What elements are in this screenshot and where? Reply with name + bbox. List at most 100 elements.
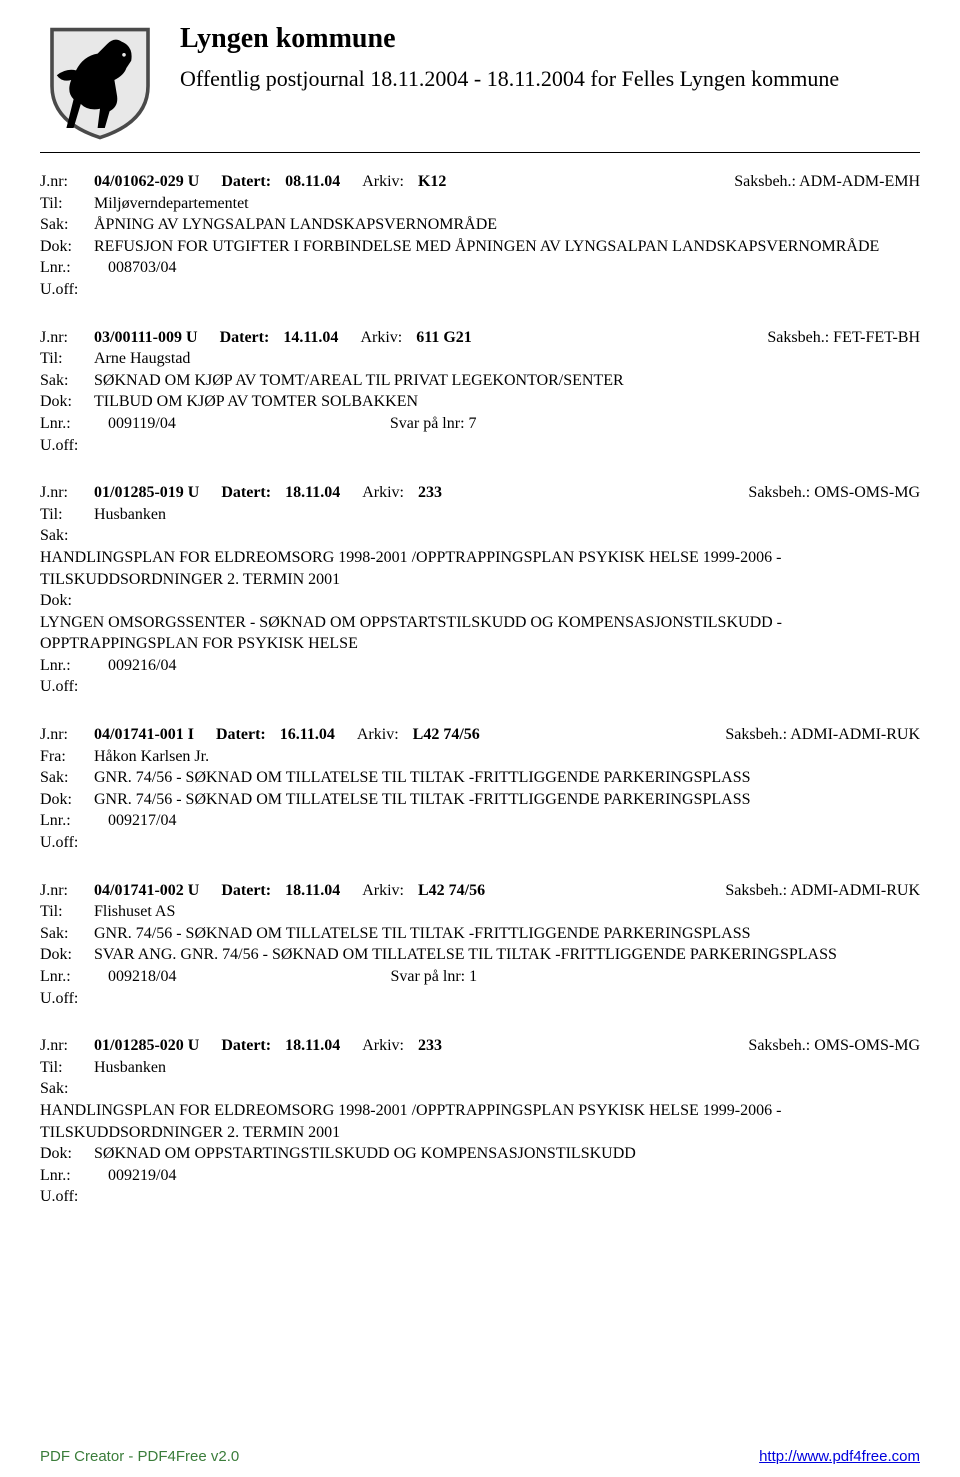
shield-horse-icon [40, 20, 160, 140]
saksbeh: Saksbeh.: FET-FET-BH [767, 327, 920, 349]
datert-label: Datert: [221, 482, 271, 504]
lnr-label: Lnr.: [40, 257, 94, 279]
uoff-value [94, 435, 920, 457]
journal-entry: J.nr: 04/01062-029 U Datert: 08.11.04 Ar… [40, 171, 920, 301]
arkiv-label: Arkiv: [360, 327, 402, 349]
dok-label: Dok: [40, 789, 94, 811]
dok-value: SVAR ANG. GNR. 74/56 - SØKNAD OM TILLATE… [94, 944, 920, 966]
party-value: Husbanken [94, 504, 920, 526]
svar-text: Svar på lnr: 1 [390, 966, 477, 988]
jnr-label: J.nr: [40, 327, 94, 349]
datert-value: 08.11.04 [285, 171, 340, 193]
jnr-value: 01/01285-020 U [94, 1035, 199, 1057]
sak-value: SØKNAD OM KJØP AV TOMT/AREAL TIL PRIVAT … [94, 370, 920, 392]
journal-entry: J.nr: 04/01741-002 U Datert: 18.11.04 Ar… [40, 880, 920, 1010]
party-label: Til: [40, 901, 94, 923]
datert-label: Datert: [220, 327, 270, 349]
jnr-line: 03/00111-009 U Datert: 14.11.04 Arkiv: 6… [94, 327, 920, 349]
party-label: Til: [40, 1057, 94, 1079]
party-value: Håkon Karlsen Jr. [94, 746, 920, 768]
journal-entry: J.nr: 03/00111-009 U Datert: 14.11.04 Ar… [40, 327, 920, 457]
jnr-line: 04/01062-029 U Datert: 08.11.04 Arkiv: K… [94, 171, 920, 193]
jnr-line: 04/01741-001 I Datert: 16.11.04 Arkiv: L… [94, 724, 920, 746]
datert-label: Datert: [221, 880, 271, 902]
jnr-value: 04/01062-029 U [94, 171, 199, 193]
datert-value: 18.11.04 [285, 880, 340, 902]
jnr-label: J.nr: [40, 724, 94, 746]
lnr-label: Lnr.: [40, 655, 94, 677]
jnr-value: 04/01741-001 I [94, 724, 194, 746]
jnr-value: 03/00111-009 U [94, 327, 198, 349]
dok-value: GNR. 74/56 - SØKNAD OM TILLATELSE TIL TI… [94, 789, 920, 811]
jnr-label: J.nr: [40, 1035, 94, 1057]
uoff-label: U.off: [40, 676, 94, 698]
jnr-line: 01/01285-020 U Datert: 18.11.04 Arkiv: 2… [94, 1035, 920, 1057]
lnr-value: 009119/04 [108, 413, 176, 435]
lnr-label: Lnr.: [40, 413, 94, 435]
lnr-label: Lnr.: [40, 966, 94, 988]
arkiv-label: Arkiv: [357, 724, 399, 746]
arkiv-value: K12 [418, 171, 446, 193]
party-label: Til: [40, 193, 94, 215]
lnr-value: 009217/04 [108, 810, 176, 832]
dok-value: SØKNAD OM OPPSTARTINGSTILSKUDD OG KOMPEN… [94, 1143, 920, 1165]
uoff-label: U.off: [40, 988, 94, 1010]
party-value: Husbanken [94, 1057, 920, 1079]
party-label: Fra: [40, 746, 94, 768]
uoff-value [94, 1186, 920, 1208]
sak-label: Sak: [40, 214, 94, 236]
datert-value: 14.11.04 [283, 327, 338, 349]
sak-label: Sak: [40, 1078, 94, 1100]
datert-label: Datert: [221, 1035, 271, 1057]
dok-label: Dok: [40, 944, 94, 966]
uoff-label: U.off: [40, 1186, 94, 1208]
arkiv-value: 611 G21 [416, 327, 472, 349]
dok-label: Dok: [40, 391, 94, 413]
lnr-value: 009219/04 [108, 1165, 176, 1187]
jnr-label: J.nr: [40, 880, 94, 902]
arkiv-value: 233 [418, 1035, 442, 1057]
lnr-value: 008703/04 [108, 257, 176, 279]
header-divider [40, 152, 920, 153]
dok-value: TILBUD OM KJØP AV TOMTER SOLBAKKEN [94, 391, 920, 413]
lnr-label: Lnr.: [40, 1165, 94, 1187]
saksbeh: Saksbeh.: OMS-OMS-MG [748, 1035, 920, 1057]
arkiv-value: 233 [418, 482, 442, 504]
journal-entry: J.nr: 04/01741-001 I Datert: 16.11.04 Ar… [40, 724, 920, 854]
lnr-label: Lnr.: [40, 810, 94, 832]
saksbeh: Saksbeh.: ADM-ADM-EMH [734, 171, 920, 193]
datert-label: Datert: [216, 724, 266, 746]
saksbeh: Saksbeh.: OMS-OMS-MG [748, 482, 920, 504]
lnr-value: 009216/04 [108, 655, 176, 677]
jnr-label: J.nr: [40, 171, 94, 193]
journal-entries: J.nr: 04/01062-029 U Datert: 08.11.04 Ar… [40, 171, 920, 1208]
sak-label: Sak: [40, 767, 94, 789]
uoff-value [94, 832, 920, 854]
jnr-label: J.nr: [40, 482, 94, 504]
arkiv-label: Arkiv: [362, 880, 404, 902]
footer-link[interactable]: http://www.pdf4free.com [759, 1447, 920, 1467]
sak-label: Sak: [40, 370, 94, 392]
party-value: Miljøverndepartementet [94, 193, 920, 215]
journal-subtitle: Offentlig postjournal 18.11.2004 - 18.11… [180, 64, 839, 94]
sak-value: ÅPNING AV LYNGSALPAN LANDSKAPSVERNOMRÅDE [94, 214, 920, 236]
journal-entry: J.nr: 01/01285-020 U Datert: 18.11.04 Ar… [40, 1035, 920, 1208]
uoff-label: U.off: [40, 832, 94, 854]
arkiv-value: L42 74/56 [413, 724, 480, 746]
datert-value: 18.11.04 [285, 482, 340, 504]
sak-value: GNR. 74/56 - SØKNAD OM TILLATELSE TIL TI… [94, 923, 920, 945]
saksbeh: Saksbeh.: ADMI-ADMI-RUK [725, 724, 920, 746]
uoff-value [94, 279, 920, 301]
uoff-value [94, 988, 920, 1010]
party-value: Arne Haugstad [94, 348, 920, 370]
sak-value: HANDLINGSPLAN FOR ELDREOMSORG 1998-2001 … [40, 547, 920, 590]
org-logo [40, 20, 160, 140]
uoff-value [94, 676, 920, 698]
party-value: Flishuset AS [94, 901, 920, 923]
sak-label: Sak: [40, 923, 94, 945]
dok-value: REFUSJON FOR UTGIFTER I FORBINDELSE MED … [94, 236, 920, 258]
datert-value: 16.11.04 [280, 724, 335, 746]
arkiv-label: Arkiv: [362, 171, 404, 193]
org-name: Lyngen kommune [180, 20, 839, 58]
dok-label: Dok: [40, 236, 94, 258]
